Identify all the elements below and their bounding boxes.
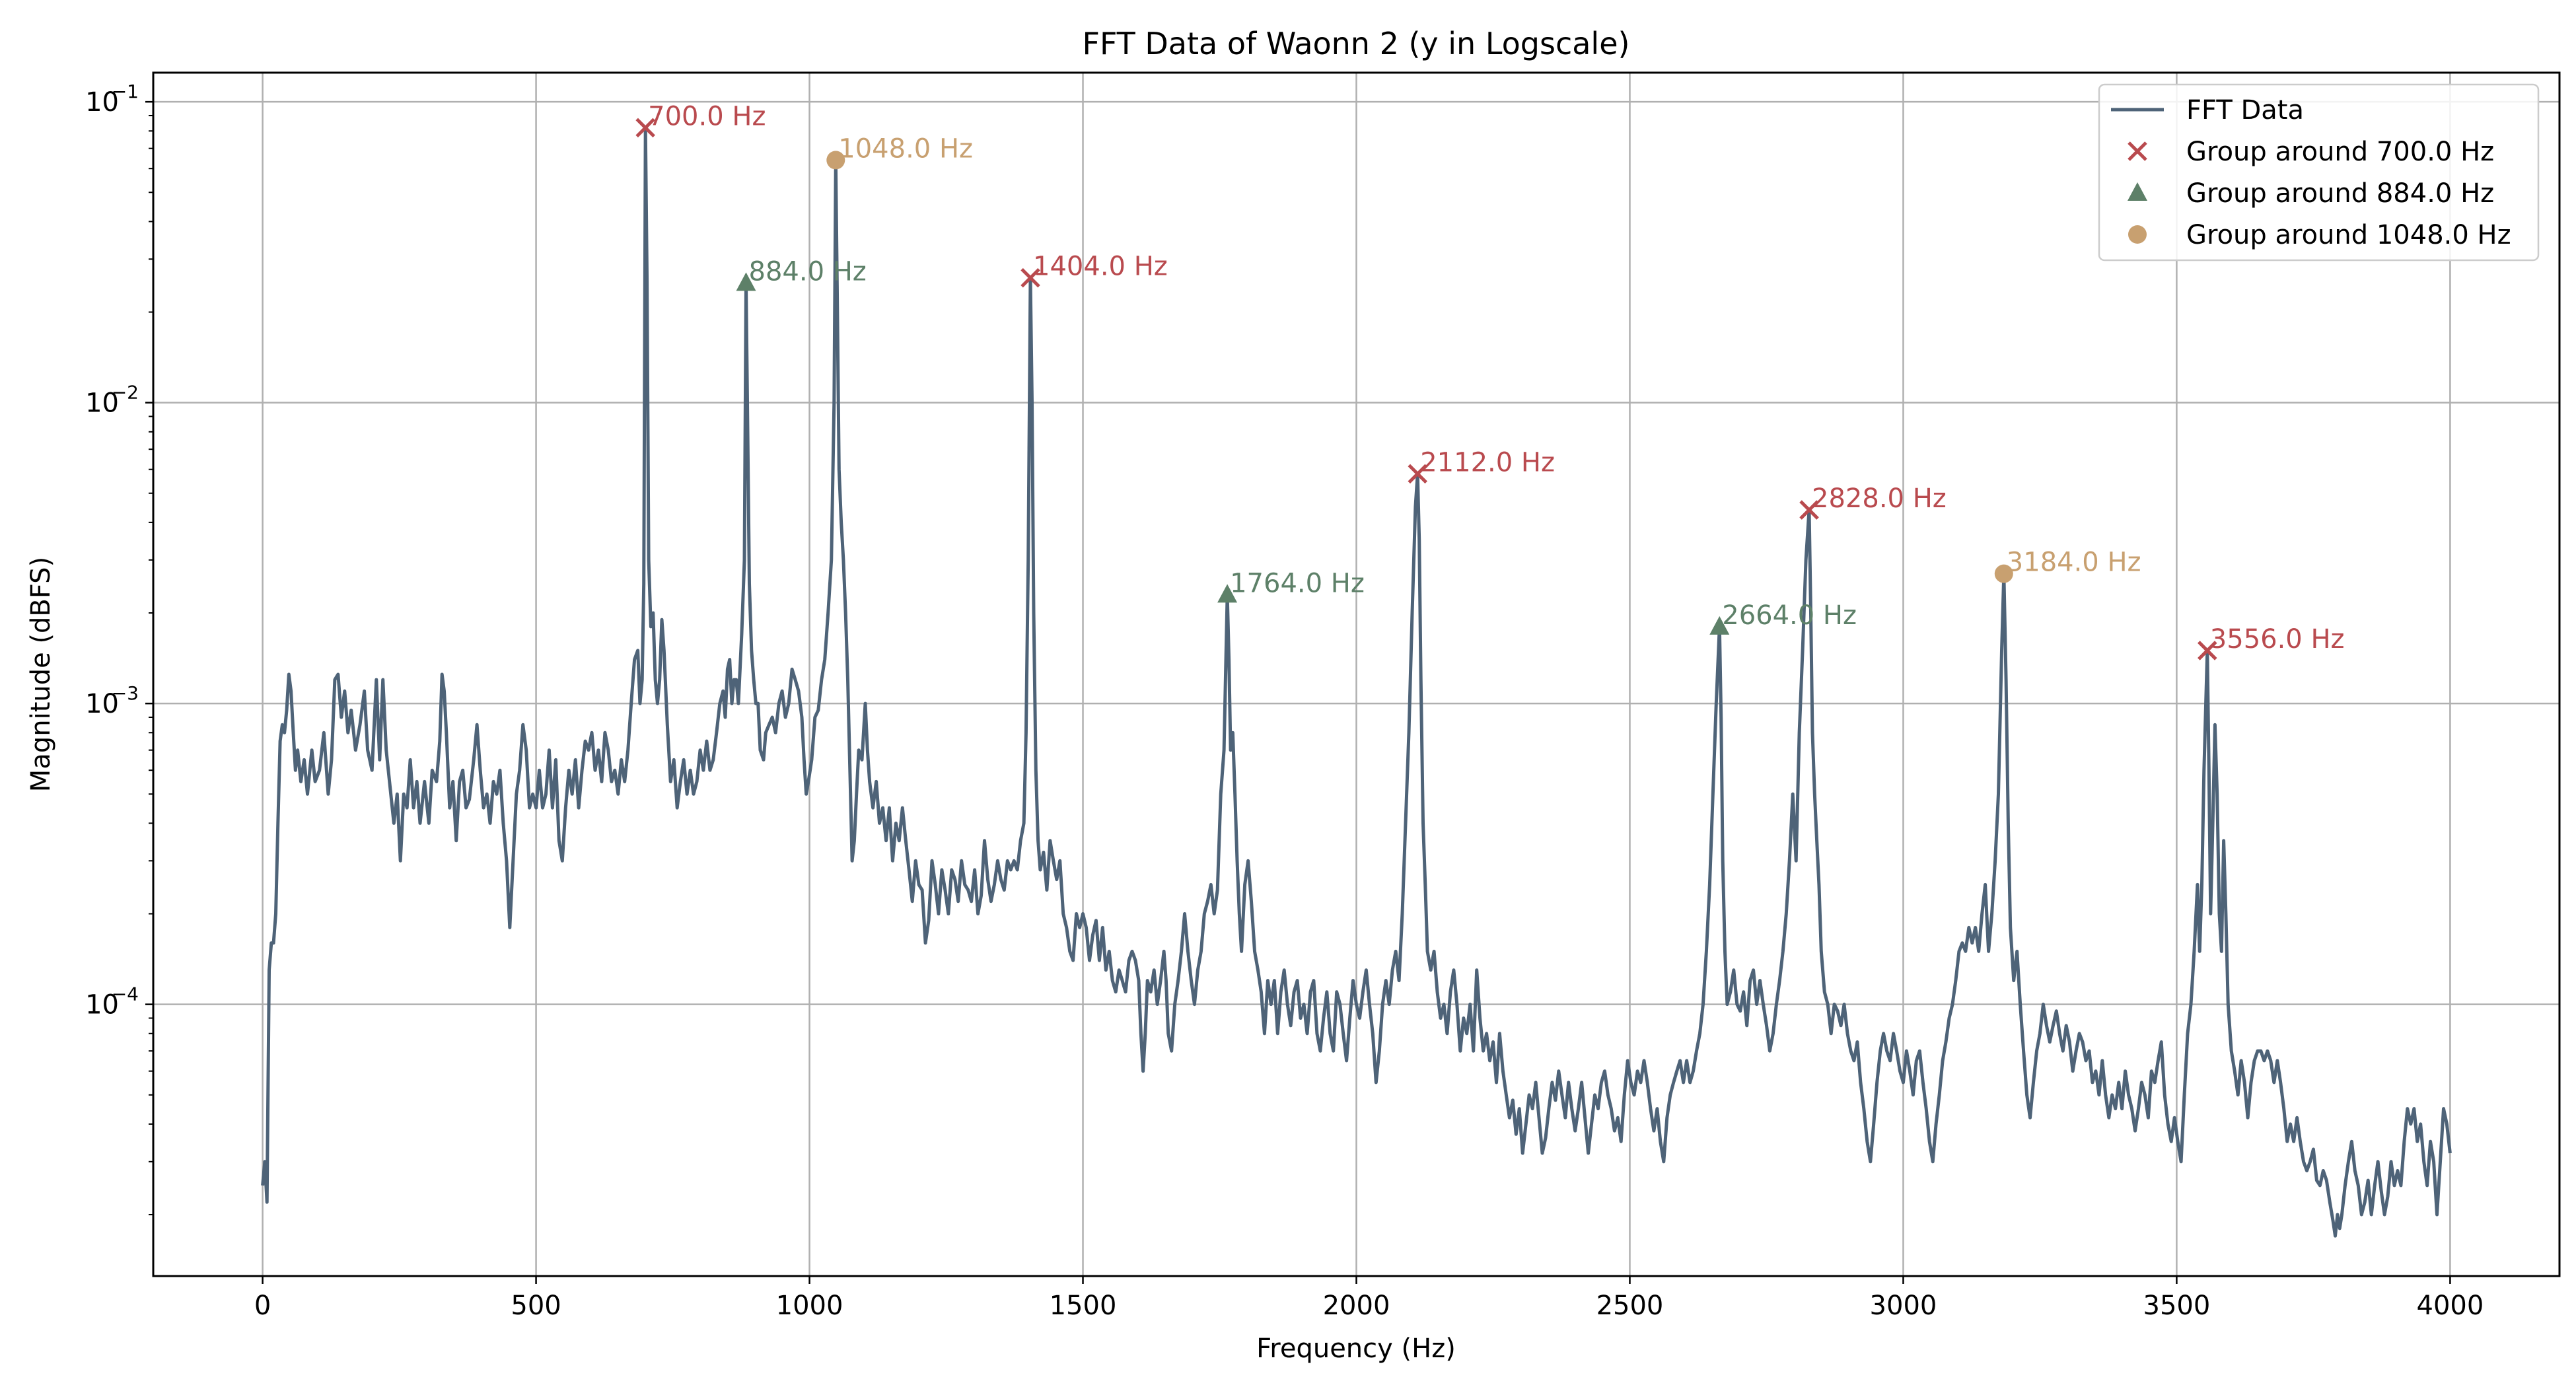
x-tick-label: 2000 <box>1323 1291 1390 1321</box>
legend-entry: Group around 884.0 Hz <box>2128 178 2494 209</box>
legend-entry: Group around 1048.0 Hz <box>2128 220 2511 250</box>
peak-marker <box>1408 464 1427 484</box>
x-axis-ticks: 0 500 1000 1500 2000 2500 3000 3500 4000 <box>254 1276 2484 1321</box>
legend-label: Group around 700.0 Hz <box>2186 137 2494 167</box>
peak-marker <box>1994 564 2013 583</box>
y-axis-ticks: 10−110−210−310−4 <box>85 81 153 1216</box>
peak-marker <box>1020 267 1040 288</box>
y-tick-exponent: −4 <box>112 983 139 1005</box>
x-tick-label: 3000 <box>1870 1291 1937 1321</box>
peak-label: 1404.0 Hz <box>1033 252 1168 282</box>
legend-entry: FFT Data <box>2111 95 2304 125</box>
peak-marker <box>635 118 655 138</box>
x-tick-label: 1500 <box>1050 1291 1117 1321</box>
y-tick-exponent: −2 <box>112 382 139 404</box>
peak-label: 2828.0 Hz <box>1812 483 1947 514</box>
peak-marker <box>826 151 845 170</box>
y-tick-label: 10 <box>85 388 119 419</box>
peak-marker <box>736 272 756 291</box>
x-tick-label: 4000 <box>2417 1291 2484 1321</box>
x-tick-label: 0 <box>254 1291 271 1321</box>
peak-label: 700.0 Hz <box>648 101 766 131</box>
peak-label: 1048.0 Hz <box>838 133 973 164</box>
peak-labels: 700.0 Hz 1404.0 Hz 2112.0 Hz 2828.0 Hz 3556.… <box>648 101 2344 655</box>
fft-data-line <box>261 125 2452 1238</box>
y-tick-exponent: −1 <box>112 81 139 102</box>
legend-box <box>2098 83 2540 262</box>
y-tick-label: 10 <box>85 990 119 1020</box>
peak-marker <box>1217 584 1238 603</box>
peak-marker <box>1709 616 1730 635</box>
peak-label: 2112.0 Hz <box>1420 447 1555 478</box>
peak-marker <box>2198 641 2217 660</box>
y-tick-exponent: −3 <box>112 682 139 704</box>
peak-markers <box>635 118 2217 660</box>
x-axis-label: Frequency (Hz) <box>1256 1334 1456 1364</box>
peak-label: 1764.0 Hz <box>1230 568 1365 598</box>
legend-marker-swatch <box>2128 141 2147 161</box>
y-axis-label: Magnitude (dBFS) <box>26 557 56 792</box>
fft-line-layer <box>261 125 2452 1238</box>
legend-label: FFT Data <box>2186 95 2304 125</box>
y-tick-label: 10 <box>85 87 119 118</box>
chart-title: FFT Data of Waonn 2 (y in Logscale) <box>1083 26 1630 61</box>
peak-label: 3184.0 Hz <box>2007 548 2141 578</box>
legend-entry: Group around 700.0 Hz <box>2128 137 2494 167</box>
legend-label: Group around 884.0 Hz <box>2186 178 2494 209</box>
y-tick-label: 10 <box>85 689 119 719</box>
peak-marker <box>1799 500 1819 520</box>
peak-label: 2664.0 Hz <box>1722 600 1857 631</box>
peak-label: 3556.0 Hz <box>2210 624 2345 655</box>
peak-label: 884.0 Hz <box>749 256 867 287</box>
x-tick-label: 1000 <box>776 1291 843 1321</box>
legend: FFT Data Group around 700.0 Hz Group aroun… <box>2098 83 2540 262</box>
x-tick-label: 2500 <box>1596 1291 1664 1321</box>
x-tick-label: 500 <box>511 1291 561 1321</box>
legend-label: Group around 1048.0 Hz <box>2186 220 2511 250</box>
legend-marker-swatch <box>2128 182 2147 201</box>
x-tick-label: 3500 <box>2143 1291 2211 1321</box>
legend-marker-swatch <box>2128 225 2147 244</box>
